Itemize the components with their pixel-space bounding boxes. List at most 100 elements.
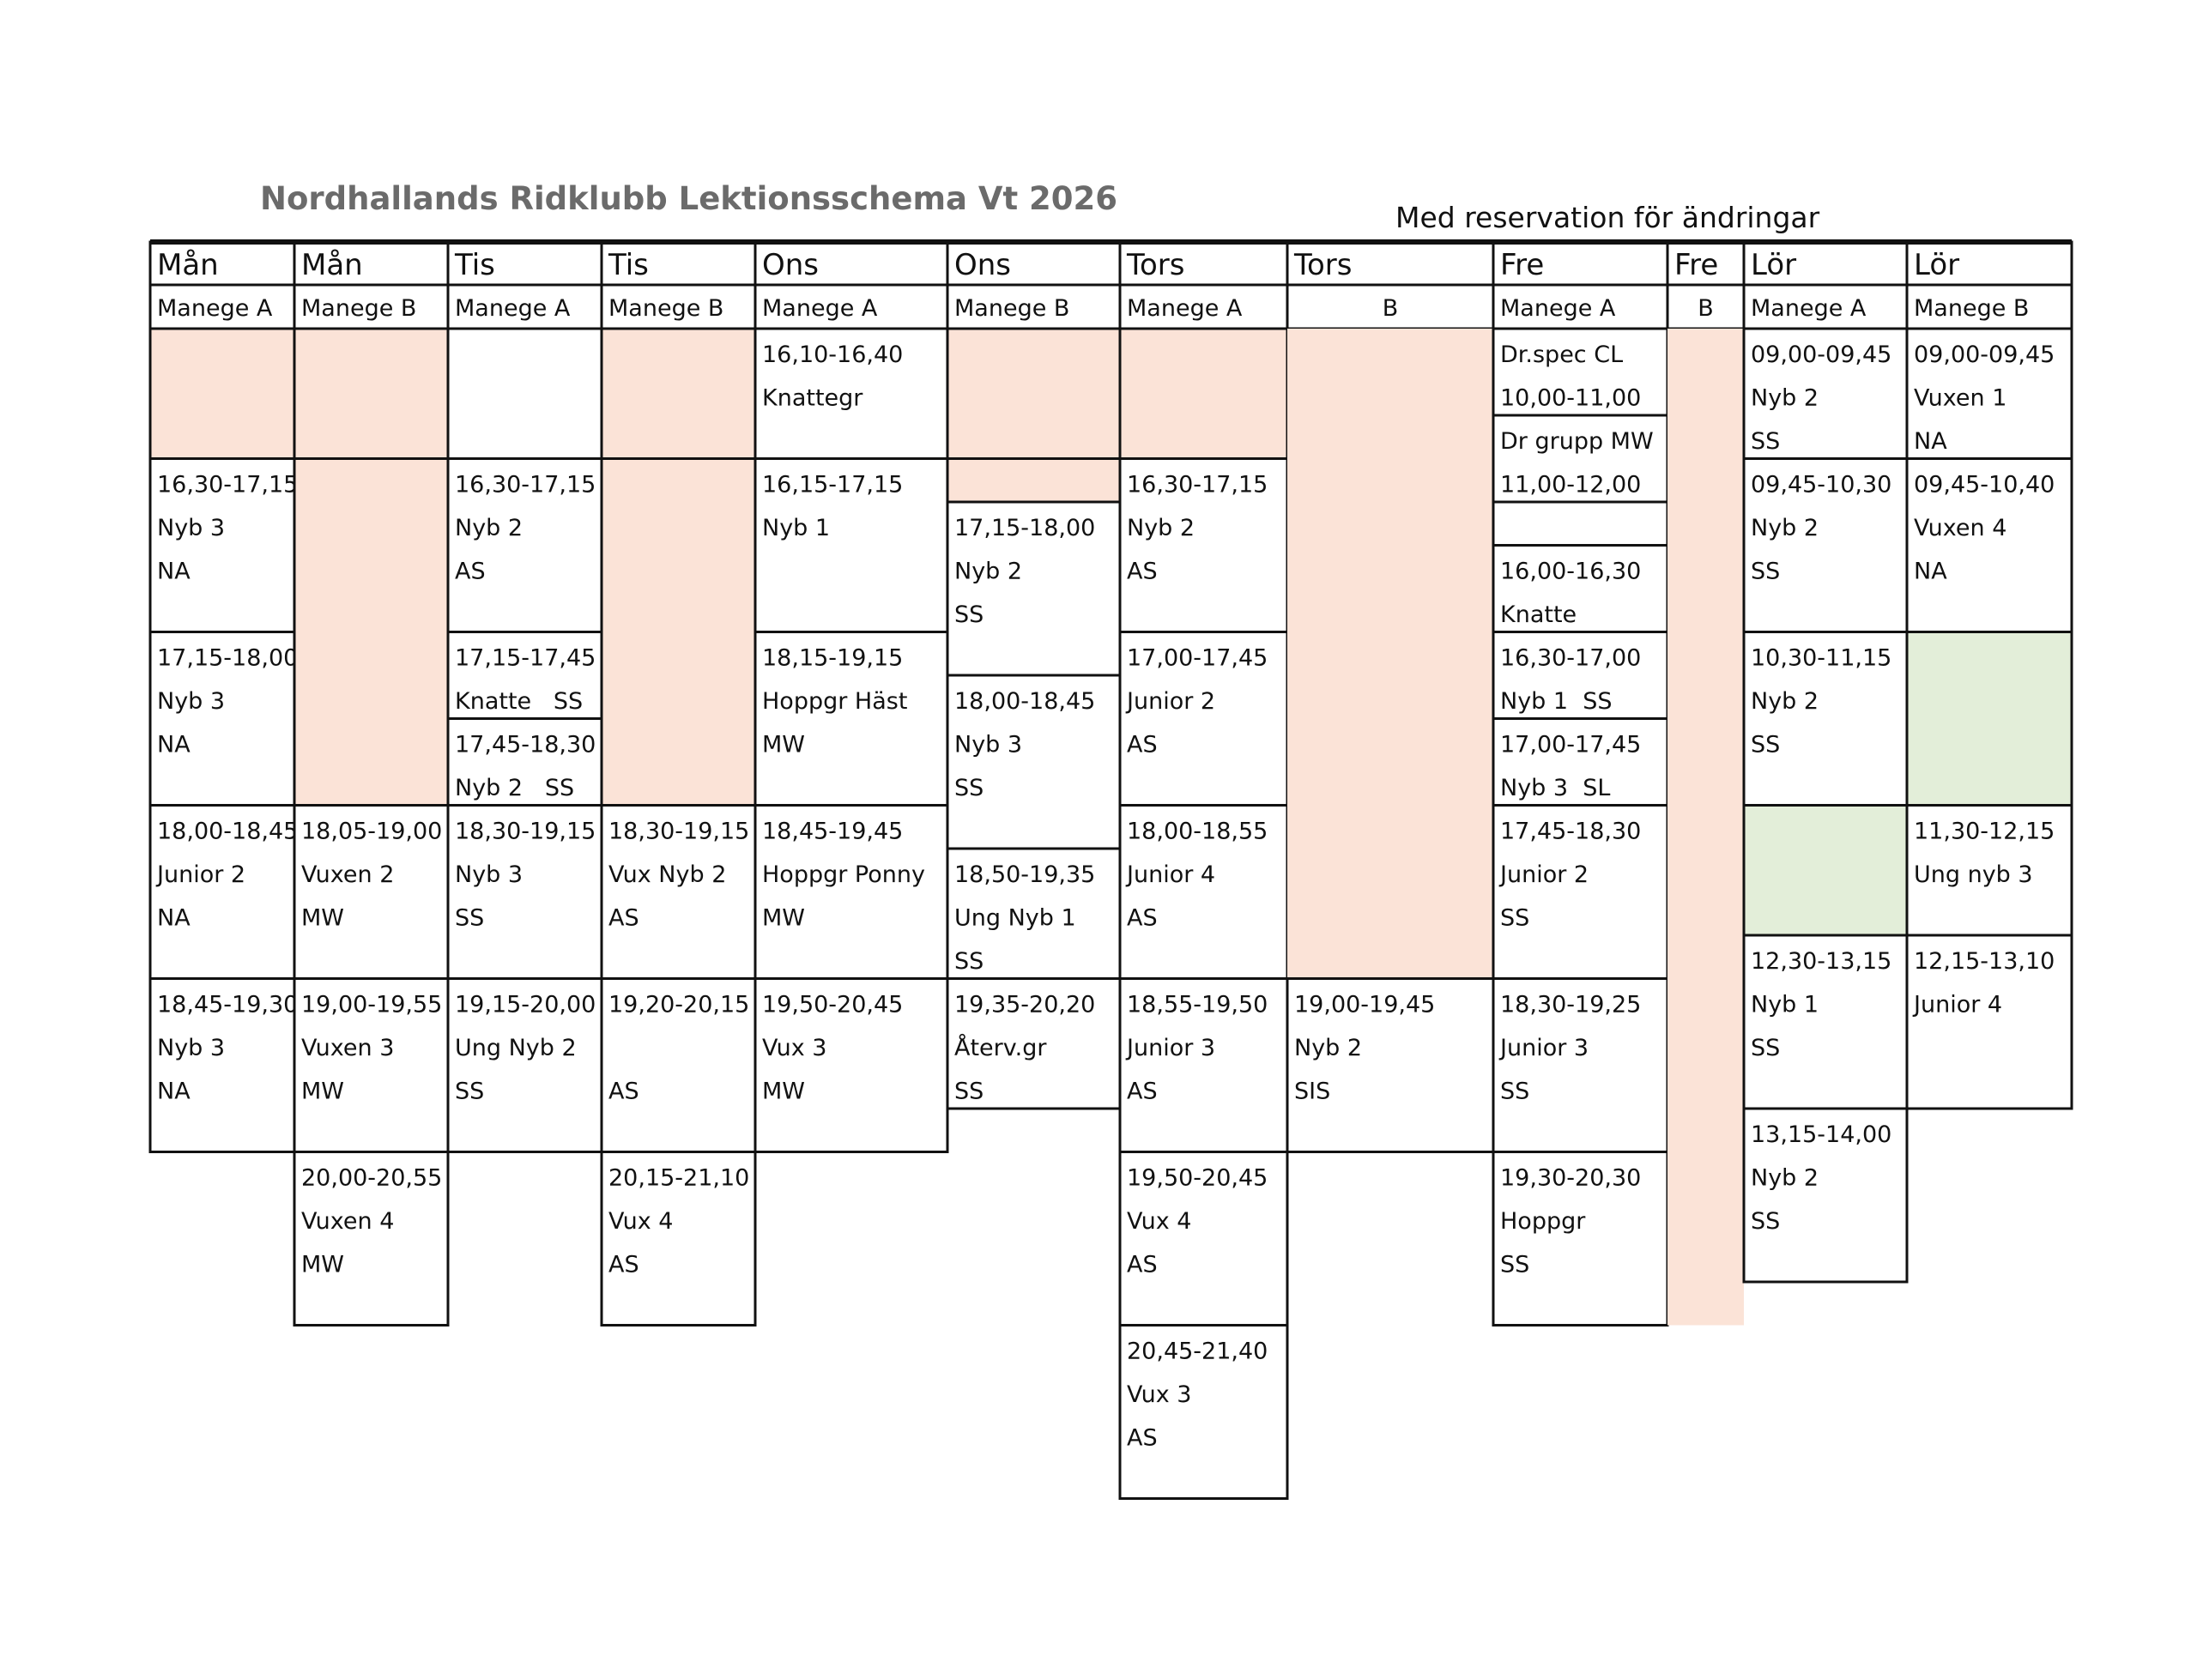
lesson-line: Ung nyb 3: [1914, 861, 2033, 888]
lesson-line: 18,55-19,50: [1127, 992, 1268, 1018]
lesson-line: 11,30-12,15: [1914, 819, 2055, 845]
lesson-cell: [148, 977, 296, 1153]
unavailable-slot: [1667, 329, 1744, 1326]
lesson-cell: [1492, 631, 1669, 720]
unavailable-slot: [600, 457, 757, 807]
lesson-line: SS: [1500, 1079, 1529, 1105]
lesson-line: 17,00-17,45: [1127, 645, 1268, 672]
manege-header: Manege A: [1127, 295, 1243, 322]
manege-header: Manege B: [1914, 295, 2029, 322]
lesson-cell: [754, 631, 949, 807]
lesson-line: NA: [1914, 559, 1947, 585]
lesson-line: Nyb 2: [1751, 688, 1819, 715]
day-header: Tis: [608, 248, 649, 282]
lesson-line: 20,45-21,40: [1127, 1339, 1268, 1365]
lesson-line: Nyb 2 SS: [455, 775, 574, 801]
lesson-line: AS: [1127, 1079, 1158, 1105]
lesson-line: 19,50-20,45: [1127, 1165, 1268, 1192]
lesson-cell: [1742, 631, 1909, 807]
lesson-line: 16,30-17,15: [455, 472, 596, 499]
lesson-line: 19,30-20,30: [1500, 1165, 1641, 1192]
day-header: Mån: [301, 248, 363, 282]
lesson-line: 10,00-11,00: [1500, 385, 1641, 412]
lesson-line: Nyb 3: [954, 732, 1022, 758]
lesson-cell: [1492, 327, 1669, 417]
lesson-cell: [754, 457, 949, 633]
lesson-line: Nyb 2: [1751, 385, 1819, 412]
lesson-line: NA: [157, 732, 191, 758]
lesson-line: MW: [301, 905, 344, 932]
lesson-line: 09,45-10,40: [1914, 472, 2055, 499]
lesson-line: 18,30-19,15: [608, 819, 749, 845]
lesson-line: SS: [954, 1079, 984, 1105]
lesson-line: Vux 4: [1127, 1208, 1192, 1235]
lesson-line: 11,00-12,00: [1500, 472, 1641, 499]
lesson-cell: [293, 1151, 450, 1326]
lesson-line: AS: [1127, 1252, 1158, 1278]
lesson-line: 19,00-19,55: [301, 992, 442, 1018]
manege-header: Manege A: [1751, 295, 1867, 322]
lesson-cell: [293, 977, 450, 1153]
lesson-line: 19,50-20,45: [762, 992, 903, 1018]
lesson-cell: [1905, 457, 2073, 633]
lesson-cell: [1742, 934, 1909, 1110]
unavailable-slot: [600, 327, 757, 460]
lesson-line: MW: [762, 905, 805, 932]
lesson-cell: [754, 327, 949, 460]
lesson-line: Vuxen 4: [301, 1208, 394, 1235]
lesson-line: 18,00-18,45: [954, 688, 1095, 715]
lesson-cell: [1492, 977, 1669, 1153]
lesson-cell: [1118, 1324, 1289, 1500]
lesson-cell: [600, 977, 757, 1153]
manege-header: Manege B: [608, 295, 723, 322]
lesson-line: Nyb 1: [1751, 992, 1819, 1018]
manege-header: Manege A: [1500, 295, 1616, 322]
lesson-line: Återv.gr: [954, 1034, 1047, 1061]
manege-header: Manege A: [157, 295, 273, 322]
lesson-line: 16,00-16,30: [1500, 559, 1641, 585]
lesson-line: 18,30-19,15: [455, 819, 596, 845]
day-header: Tis: [454, 248, 495, 282]
lesson-cell: [1742, 457, 1909, 633]
lesson-line: Vux 3: [1127, 1381, 1192, 1408]
lesson-line: 10,30-11,15: [1751, 645, 1891, 672]
lesson-line: Hoppgr: [1500, 1208, 1586, 1235]
unavailable-slot: [293, 327, 450, 460]
lesson-line: Nyb 2: [954, 559, 1022, 585]
lesson-line: 18,45-19,30: [157, 992, 298, 1018]
day-header: Lör: [1751, 248, 1796, 282]
lesson-line: 18,00-18,55: [1127, 819, 1268, 845]
lesson-line: Hoppgr Häst: [762, 688, 907, 715]
day-header: Ons: [762, 248, 819, 282]
lesson-line: NA: [1914, 428, 1947, 455]
lesson-line: NA: [157, 1079, 191, 1105]
lesson-line: 19,35-20,20: [954, 992, 1095, 1018]
lesson-line: 17,45-18,30: [1500, 819, 1641, 845]
lesson-line: Junior 2: [1125, 688, 1215, 715]
lesson-line: 16,30-17,15: [1127, 472, 1268, 499]
lesson-cell: [1118, 1151, 1289, 1326]
lesson-line: Nyb 2: [1751, 515, 1819, 541]
lesson-line: Junior 3: [1125, 1035, 1215, 1061]
manege-header: Manege B: [301, 295, 416, 322]
lesson-line: SS: [954, 601, 984, 628]
lesson-line: Vuxen 3: [301, 1035, 394, 1061]
free-slot: [1742, 804, 1909, 937]
lesson-line: SS: [1751, 559, 1780, 585]
lesson-line: Ung Nyb 2: [455, 1035, 577, 1061]
lesson-cell: [1492, 414, 1669, 504]
free-slot: [1905, 631, 2073, 807]
lesson-line: AS: [455, 559, 486, 585]
lesson-line: SIS: [1294, 1079, 1330, 1105]
lesson-line: 17,45-18,30: [455, 732, 596, 758]
lesson-line: Junior 2: [155, 861, 245, 888]
lesson-line: AS: [1127, 905, 1158, 932]
lesson-line: 19,00-19,45: [1294, 992, 1435, 1018]
lesson-line: SS: [1500, 1252, 1529, 1278]
lesson-cell: [446, 977, 603, 1153]
reservation-note: Med reservation för ändringar: [1395, 201, 1820, 234]
lesson-line: Knattegr: [762, 385, 863, 412]
lesson-cell: [148, 631, 296, 807]
lesson-line: SS: [1500, 905, 1529, 932]
